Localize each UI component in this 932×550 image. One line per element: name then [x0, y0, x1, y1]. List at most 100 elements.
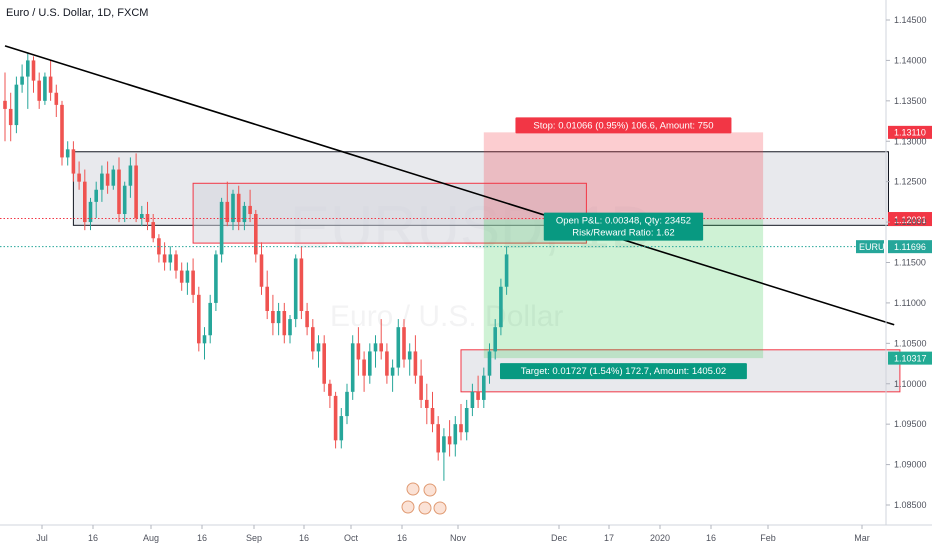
price-tag	[888, 213, 932, 227]
candle-down	[31, 60, 36, 81]
time-axis-label: 16	[397, 533, 407, 543]
candle-down	[77, 173, 81, 182]
price-axis-label: 1.10500	[894, 338, 927, 348]
price-tag-label: 1.11696	[894, 242, 926, 252]
emoji-marker-icon[interactable]	[401, 500, 415, 514]
scale-tag	[888, 351, 932, 365]
price-axis[interactable]: 1.14500 1.14000 1.13500 1.13000 1.12500 1.120…	[885, 0, 927, 525]
candle-down	[425, 399, 429, 408]
candle-up	[499, 286, 503, 328]
candle-up	[464, 408, 469, 433]
candle-up	[26, 60, 30, 77]
candle-down	[305, 311, 309, 328]
candle-up	[20, 76, 24, 85]
price-tag	[888, 240, 932, 254]
candle-up	[214, 254, 218, 303]
trendline[interactable]	[4, 45, 895, 326]
candle-down	[197, 294, 201, 344]
time-axis-label: 16	[299, 533, 309, 543]
candle-up	[493, 327, 497, 352]
emoji-marker-icon[interactable]	[418, 501, 432, 515]
candle-down	[254, 214, 258, 255]
price-axis-label: 1.12500	[894, 177, 927, 187]
profit-target-area[interactable]	[483, 219, 764, 359]
price-axis-label: 1.09500	[894, 419, 927, 429]
time-axis-label: Jul	[36, 533, 48, 543]
price-axis-label: 1.09000	[894, 460, 927, 470]
candle-down	[60, 104, 64, 158]
candle-down	[71, 149, 76, 174]
candle-up	[453, 424, 458, 445]
price-lines-layer: 1.120441.12031EURUSD1.116961.131101.1031…	[0, 125, 932, 365]
candle-down	[174, 254, 178, 271]
candle-down	[299, 258, 304, 311]
price-axis-label: 1.13500	[894, 96, 927, 106]
stop-loss-area[interactable]	[483, 132, 764, 220]
candle-down	[259, 254, 264, 287]
candle-up	[407, 351, 412, 360]
candle-down	[282, 311, 287, 336]
price-axis-label: 1.10000	[894, 379, 927, 389]
candle-down	[8, 108, 13, 126]
trendline-layer[interactable]	[4, 45, 895, 326]
candle-down	[54, 92, 59, 105]
candle-up	[316, 343, 321, 352]
candle-up	[43, 76, 47, 101]
pnl-label: Risk/Reward Ratio: 1.62	[572, 228, 674, 239]
position-layer[interactable]	[483, 132, 764, 359]
time-axis-label: Mar	[854, 533, 870, 543]
candle-down	[322, 343, 326, 384]
candle-up	[122, 185, 127, 214]
candle-up	[94, 189, 98, 202]
candle-down	[236, 193, 241, 223]
emoji-markers[interactable]	[401, 482, 447, 515]
emoji-marker-icon[interactable]	[406, 482, 420, 496]
candle-down	[402, 327, 406, 360]
candle-up	[470, 391, 475, 408]
candle-up	[442, 436, 446, 453]
target-label: Target: 0.01727 (1.54%) 172.7, Amount: 1…	[521, 366, 726, 377]
time-axis-label: 16	[706, 533, 716, 543]
time-axis-label: Sep	[246, 533, 262, 543]
candle-up	[345, 391, 349, 417]
candle-down	[385, 351, 389, 376]
stop-label: Stop: 0.01066 (0.95%) 106.6, Amount: 750	[533, 120, 713, 131]
target-label-box	[500, 363, 747, 380]
scale-tag	[888, 125, 932, 139]
candle-down	[48, 76, 53, 93]
candle-down	[265, 286, 269, 311]
candle-down	[459, 424, 463, 433]
price-axis-label: 1.08500	[894, 500, 927, 510]
candle-down	[191, 270, 195, 295]
candle-down	[476, 391, 480, 400]
price-axis-label: 1.11500	[894, 258, 926, 268]
candle-down	[134, 165, 138, 219]
candle-up	[339, 416, 344, 441]
candle-up	[231, 193, 235, 223]
candle-up	[288, 319, 292, 336]
candle-up	[368, 351, 372, 376]
symbol-tag-label: EURUSD	[859, 242, 898, 252]
inner-zone[interactable]	[192, 182, 587, 244]
candle-up	[208, 302, 212, 336]
time-axis-label: Aug	[143, 533, 159, 543]
emoji-marker-icon[interactable]	[433, 501, 447, 515]
candle-up	[276, 311, 281, 324]
time-axis[interactable]: Jul 16 Aug 16 Sep 16 Oct 16 Nov Dec 17 2020 16 Feb Mar	[0, 524, 932, 543]
time-axis-label: Nov	[450, 533, 467, 543]
candle-up	[396, 327, 401, 368]
price-axis-label: 1.12000	[894, 217, 927, 227]
candle-down	[151, 222, 155, 239]
emoji-marker-icon[interactable]	[423, 483, 437, 497]
watermark-description: Euro / U.S. Dollar	[330, 300, 563, 333]
candle-down	[248, 205, 252, 214]
candle-down	[3, 100, 7, 109]
symbol-tag	[856, 240, 884, 254]
time-axis-label: 17	[604, 533, 614, 543]
candle-down	[37, 80, 41, 101]
candle-down	[436, 424, 440, 453]
time-axis-label: 16	[197, 533, 207, 543]
pnl-label-box	[543, 212, 704, 241]
candle-up	[140, 214, 144, 219]
